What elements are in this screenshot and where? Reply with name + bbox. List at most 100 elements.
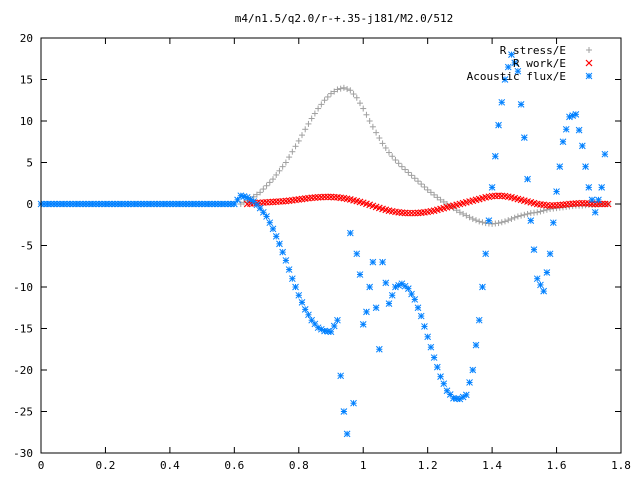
data-point xyxy=(124,200,132,208)
data-point xyxy=(524,210,531,217)
legend-marker xyxy=(585,72,593,80)
x-tick-label: 0.4 xyxy=(160,459,180,472)
data-point xyxy=(334,86,341,93)
series-2 xyxy=(37,51,609,438)
data-point xyxy=(469,215,476,222)
data-point xyxy=(195,200,203,208)
data-point xyxy=(357,100,363,107)
data-point xyxy=(382,144,389,151)
data-point xyxy=(89,200,96,208)
data-point xyxy=(572,111,580,118)
data-point xyxy=(514,213,521,220)
data-point xyxy=(427,189,434,196)
data-point xyxy=(386,149,392,156)
data-point xyxy=(601,150,609,158)
data-point xyxy=(344,86,351,93)
data-point xyxy=(421,183,428,190)
data-point xyxy=(218,200,225,208)
data-point xyxy=(398,163,405,170)
data-point xyxy=(337,372,345,380)
data-point xyxy=(282,257,290,264)
data-point xyxy=(388,291,396,299)
data-point xyxy=(408,290,415,298)
y-tick-label: -5 xyxy=(20,240,33,253)
data-point xyxy=(302,126,309,133)
data-point xyxy=(582,163,589,171)
data-point xyxy=(205,200,212,208)
data-point xyxy=(504,63,512,71)
data-point xyxy=(266,219,274,227)
data-point xyxy=(473,217,479,224)
data-point xyxy=(289,148,296,155)
data-point xyxy=(508,215,515,222)
data-point xyxy=(276,240,283,248)
data-point xyxy=(350,399,357,407)
data-point xyxy=(273,171,280,178)
legend-label: Acoustic flux/E xyxy=(467,70,566,83)
data-point xyxy=(257,189,264,196)
data-point xyxy=(415,178,421,185)
y-tick-label: -15 xyxy=(13,323,33,336)
data-point xyxy=(347,87,354,94)
data-point xyxy=(498,98,506,106)
data-point xyxy=(460,210,467,217)
data-point xyxy=(578,142,586,150)
data-point xyxy=(440,380,448,388)
data-point xyxy=(237,201,244,207)
data-point xyxy=(488,184,496,191)
data-point xyxy=(479,219,486,226)
data-point xyxy=(511,59,519,67)
data-point xyxy=(340,408,348,415)
data-point xyxy=(360,105,367,112)
data-point xyxy=(533,275,541,283)
x-tick-label: 0.8 xyxy=(289,459,309,472)
data-point xyxy=(369,123,376,130)
y-tick-label: -20 xyxy=(13,364,33,377)
data-point xyxy=(288,275,296,283)
data-point xyxy=(118,200,125,208)
data-point xyxy=(421,323,428,330)
data-point xyxy=(530,246,538,254)
data-point xyxy=(466,379,473,386)
data-point xyxy=(327,328,335,336)
y-tick-label: 5 xyxy=(26,157,33,170)
y-tick-label: -25 xyxy=(13,406,33,419)
data-point xyxy=(392,157,399,164)
data-point xyxy=(476,218,483,225)
data-point xyxy=(553,188,560,195)
data-point xyxy=(356,271,364,278)
data-point xyxy=(575,126,583,134)
legend-label: R stress/E xyxy=(500,44,566,57)
data-point xyxy=(234,196,241,204)
data-point xyxy=(463,212,470,219)
data-point xyxy=(295,137,302,144)
data-point xyxy=(285,266,293,273)
y-tick-label: -10 xyxy=(13,281,33,294)
data-point xyxy=(404,285,412,293)
data-point xyxy=(462,391,470,399)
data-point xyxy=(334,316,341,324)
data-point xyxy=(521,211,528,218)
x-tick-label: 1.8 xyxy=(611,459,631,472)
x-tick-label: 1 xyxy=(360,459,367,472)
data-point xyxy=(485,217,493,224)
data-point xyxy=(324,93,331,100)
data-point xyxy=(591,208,599,216)
data-point xyxy=(286,154,293,161)
data-point xyxy=(256,204,264,212)
data-point xyxy=(427,343,435,351)
data-point xyxy=(379,258,386,266)
data-point xyxy=(359,320,367,328)
y-tick-label: 10 xyxy=(20,115,33,128)
data-point xyxy=(337,85,344,92)
data-point xyxy=(466,214,473,221)
data-point xyxy=(411,175,418,182)
data-point xyxy=(434,194,441,201)
data-point xyxy=(259,208,267,216)
data-point xyxy=(272,233,280,240)
data-point xyxy=(469,366,477,374)
data-point xyxy=(502,218,508,225)
data-point xyxy=(185,200,193,208)
data-point xyxy=(366,283,374,291)
